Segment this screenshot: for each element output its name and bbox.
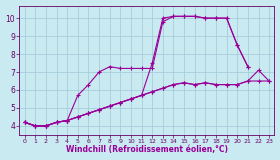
X-axis label: Windchill (Refroidissement éolien,°C): Windchill (Refroidissement éolien,°C) xyxy=(66,145,228,154)
